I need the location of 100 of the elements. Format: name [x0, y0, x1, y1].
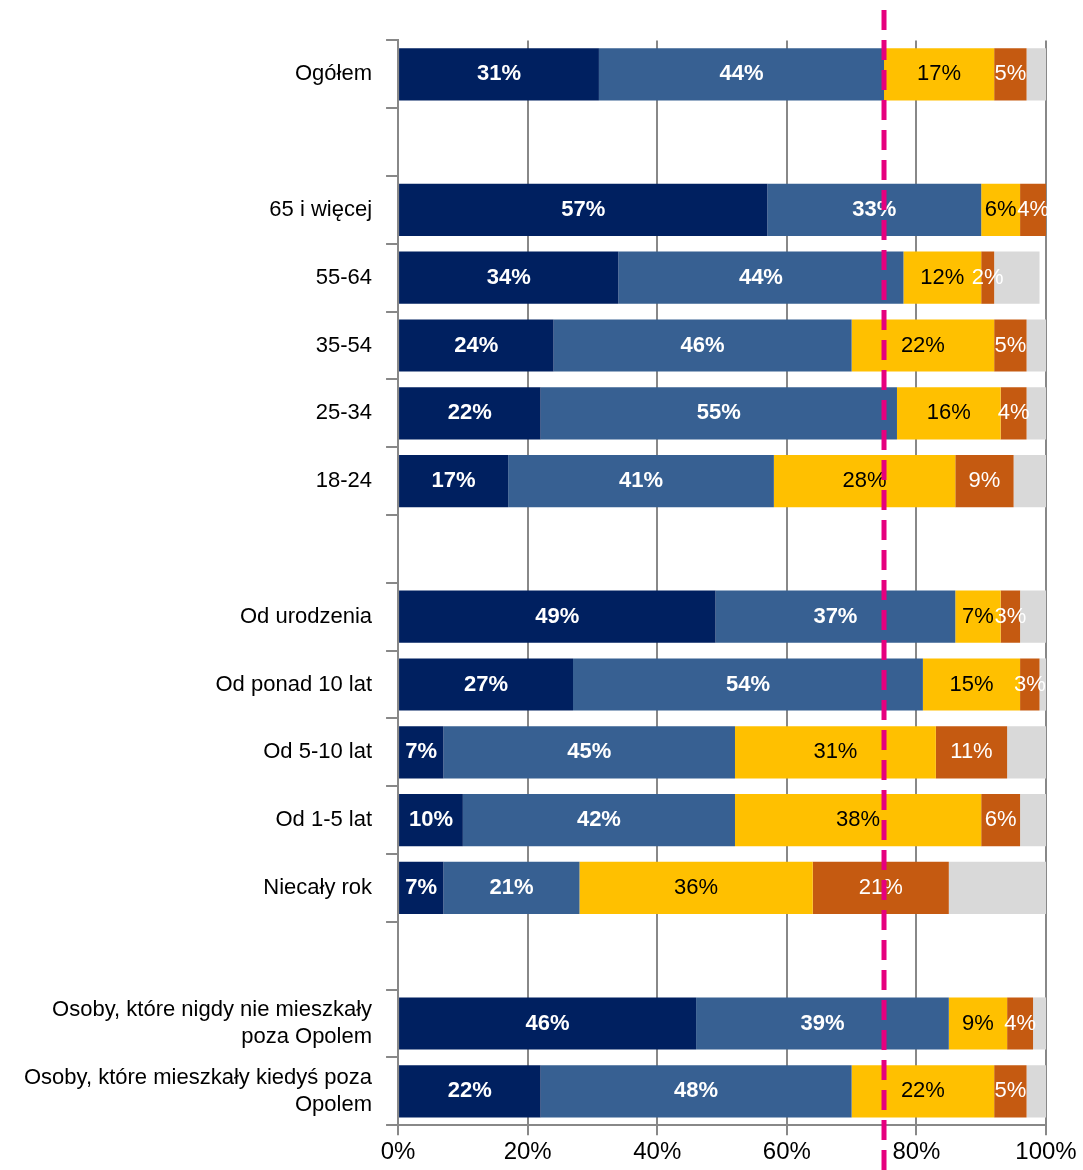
data-label: 46% — [525, 1009, 570, 1035]
x-tick-label: 20% — [503, 1137, 552, 1165]
y-tick-label: Od urodzenia — [239, 602, 373, 628]
bar — [1026, 319, 1046, 372]
data-label: 54% — [725, 670, 770, 696]
data-label: 44% — [719, 60, 764, 86]
data-label: 24% — [454, 331, 499, 357]
bar — [851, 1065, 995, 1118]
bar — [734, 726, 936, 779]
data-label: 41% — [619, 467, 664, 493]
data-label: 44% — [738, 263, 783, 289]
data-label: 7% — [962, 602, 994, 628]
data-label: 46% — [680, 331, 725, 357]
data-label: 22% — [900, 331, 945, 357]
data-label: 42% — [576, 806, 621, 832]
data-label: 38% — [836, 806, 881, 832]
data-label: 6% — [984, 806, 1017, 832]
bar — [443, 861, 580, 914]
bar — [579, 861, 813, 914]
x-tick-label: 100% — [1015, 1137, 1077, 1165]
bar — [399, 590, 716, 643]
data-label: 7% — [405, 873, 438, 899]
data-label: 28% — [842, 467, 887, 493]
data-label: 12% — [920, 263, 965, 289]
bar — [1013, 455, 1046, 508]
data-label: 21% — [489, 873, 534, 899]
data-label: 9% — [968, 467, 1001, 493]
data-label: 22% — [447, 399, 492, 425]
bar — [773, 455, 956, 508]
bar — [715, 590, 956, 643]
data-label: 9% — [962, 1009, 994, 1035]
data-label: 45% — [567, 738, 612, 764]
bar — [598, 48, 885, 101]
bar — [553, 319, 852, 372]
bar — [399, 658, 573, 711]
data-label: 5% — [994, 60, 1027, 86]
bar — [399, 1065, 541, 1118]
bar — [399, 319, 554, 372]
bar — [851, 319, 995, 372]
bar — [948, 861, 1046, 914]
data-label: 31% — [813, 738, 858, 764]
data-label: 49% — [535, 602, 580, 628]
data-label: 4% — [1017, 195, 1049, 221]
bar — [399, 183, 768, 236]
bar — [399, 251, 619, 304]
bar — [1026, 48, 1046, 101]
bar — [540, 387, 897, 440]
data-label: 37% — [813, 602, 858, 628]
bar — [399, 997, 697, 1050]
bar — [935, 726, 1008, 779]
bar — [573, 658, 923, 711]
bar — [1020, 794, 1046, 847]
bar — [399, 387, 541, 440]
y-tick-label: 18-24 — [315, 467, 373, 493]
bar — [399, 455, 509, 508]
bar — [696, 997, 949, 1050]
bar — [1026, 1065, 1046, 1118]
y-tick-label: Osoby, które mieszkały kiedyś poza Opolem — [24, 1064, 373, 1116]
data-label: 11% — [950, 738, 993, 764]
bar — [462, 794, 735, 847]
bar — [618, 251, 904, 304]
data-label: 5% — [994, 1077, 1027, 1103]
data-label: 17% — [917, 60, 962, 86]
x-tick-label: 0% — [380, 1137, 416, 1165]
y-tick-label: Ogółem — [295, 60, 373, 86]
data-label: 55% — [696, 399, 741, 425]
data-label: 17% — [431, 467, 476, 493]
x-tick-label: 40% — [633, 1137, 682, 1165]
bar — [734, 794, 982, 847]
data-label: 15% — [949, 670, 994, 696]
data-label: 48% — [674, 1077, 719, 1103]
data-label: 22% — [447, 1077, 492, 1103]
y-tick-label: 35-54 — [315, 331, 373, 357]
data-label: 7% — [405, 738, 438, 764]
x-tick-label: 80% — [892, 1137, 941, 1165]
data-label: 10% — [408, 806, 453, 832]
y-tick-label: Niecały rok — [263, 873, 374, 899]
y-tick-label: Osoby, które nigdy nie mieszkały poza Opolem — [52, 996, 373, 1048]
bar — [443, 726, 735, 779]
bar — [955, 455, 1014, 508]
bar — [540, 1065, 852, 1118]
data-label: 57% — [561, 195, 606, 221]
data-label: 34% — [486, 263, 531, 289]
data-label: 36% — [674, 873, 719, 899]
bar — [1007, 726, 1046, 779]
bar — [399, 48, 599, 101]
y-tick-label: Od ponad 10 lat — [215, 670, 373, 696]
bar — [767, 183, 982, 236]
bar — [812, 861, 949, 914]
data-label: 6% — [984, 195, 1017, 221]
y-tick-label: Od 5-10 lat — [263, 738, 373, 764]
y-tick-label: 65 i więcej — [269, 195, 373, 221]
data-label: 39% — [800, 1009, 845, 1035]
y-tick-label: 25-34 — [315, 399, 373, 425]
bar — [884, 48, 995, 101]
data-label: 27% — [464, 670, 509, 696]
y-tick-label: 55-64 — [315, 263, 373, 289]
data-label: 16% — [926, 399, 971, 425]
bar — [508, 455, 774, 508]
data-label: 5% — [994, 331, 1027, 357]
